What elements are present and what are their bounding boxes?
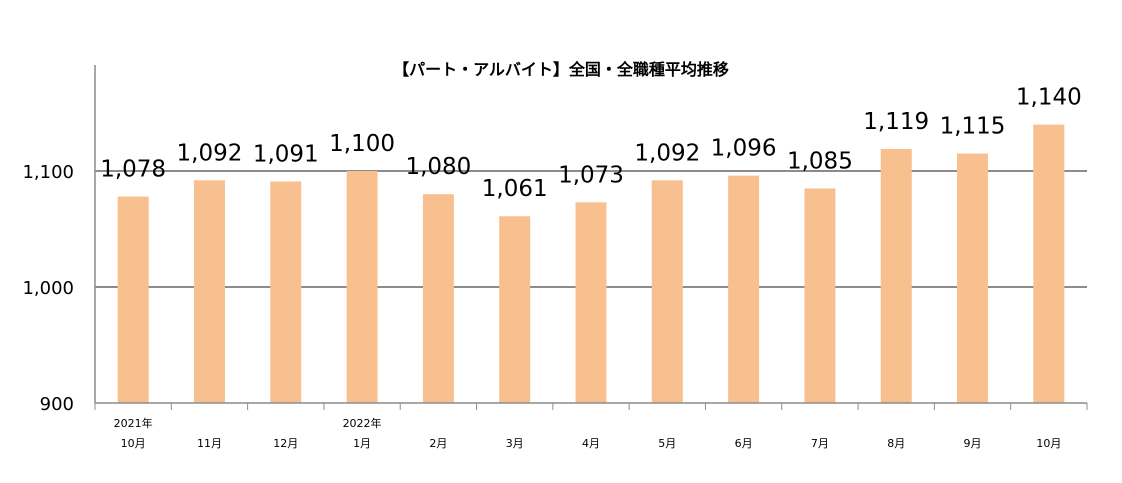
x-tick-label: 6月 <box>735 437 753 450</box>
bar <box>422 194 454 403</box>
x-tick-label: 1月 <box>353 437 371 450</box>
x-tick-label-year: 2022年 <box>343 416 382 430</box>
y-tick-label: 1,100 <box>22 162 74 183</box>
x-tick-label: 4月 <box>582 437 600 450</box>
x-tick-label: 7月 <box>811 437 829 450</box>
data-label: 1,092 <box>634 140 700 166</box>
data-label: 1,092 <box>177 140 243 166</box>
data-label: 1,115 <box>940 114 1006 140</box>
x-tick-label: 2月 <box>429 437 447 450</box>
data-label: 1,119 <box>863 109 929 135</box>
x-tick-label: 3月 <box>506 437 524 450</box>
data-label: 1,100 <box>329 131 395 157</box>
data-label: 1,085 <box>787 148 853 174</box>
bar <box>270 181 302 403</box>
y-tick-label: 900 <box>40 394 74 415</box>
x-tick-label: 12月 <box>273 437 298 450</box>
bar <box>117 196 149 403</box>
data-label: 1,140 <box>1016 85 1082 111</box>
bar <box>957 153 989 403</box>
data-label: 1,078 <box>100 157 166 183</box>
x-tick-label: 11月 <box>197 437 222 450</box>
bar <box>575 202 607 403</box>
x-tick-label-year: 2021年 <box>114 416 153 430</box>
data-label: 1,061 <box>482 176 548 202</box>
bar <box>499 216 531 403</box>
bar <box>804 188 836 403</box>
bar <box>193 180 225 403</box>
bar <box>1033 124 1065 403</box>
bar <box>346 171 378 403</box>
y-tick-label: 1,000 <box>22 278 74 299</box>
x-tick-label: 10月 <box>1036 437 1061 450</box>
bar <box>880 148 912 403</box>
x-tick-label: 5月 <box>658 437 676 450</box>
x-tick-label: 8月 <box>887 437 905 450</box>
data-label: 1,091 <box>253 141 319 167</box>
x-tick-label: 10月 <box>121 437 146 450</box>
chart-title: 【パート・アルバイト】全国・全職種平均推移 <box>393 60 729 79</box>
data-label: 1,096 <box>711 136 777 162</box>
data-label: 1,073 <box>558 162 624 188</box>
bar <box>651 180 683 403</box>
bar <box>728 175 760 403</box>
x-tick-label: 9月 <box>964 437 982 450</box>
data-label: 1,080 <box>405 154 471 180</box>
